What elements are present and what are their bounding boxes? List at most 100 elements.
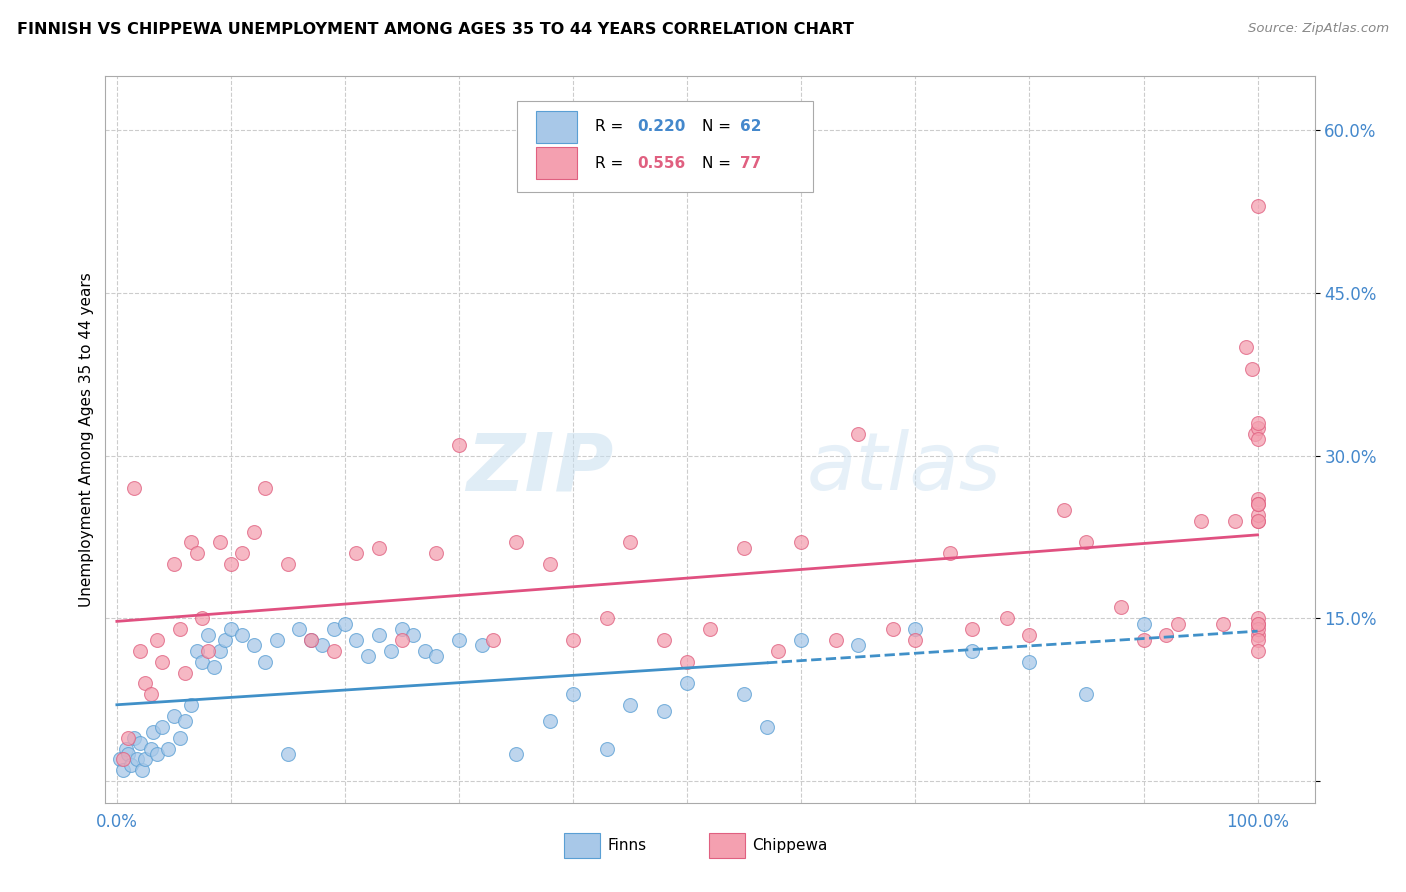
Point — [191, 611, 214, 625]
FancyBboxPatch shape — [564, 833, 600, 858]
Point — [425, 649, 447, 664]
Point — [962, 622, 984, 636]
Point — [357, 649, 380, 664]
Point — [538, 557, 561, 571]
Text: 0.556: 0.556 — [637, 155, 686, 170]
Point — [174, 665, 197, 680]
Point — [904, 622, 927, 636]
Point — [962, 644, 984, 658]
Point — [1212, 616, 1234, 631]
Point — [117, 747, 139, 761]
Point — [122, 731, 145, 745]
Point — [654, 633, 676, 648]
Point — [152, 655, 174, 669]
Point — [882, 622, 904, 636]
Point — [197, 627, 219, 641]
Point — [169, 731, 191, 745]
Point — [1156, 627, 1178, 641]
Point — [1246, 627, 1268, 641]
Point — [344, 633, 367, 648]
Point — [174, 714, 197, 729]
Point — [180, 535, 202, 549]
Point — [110, 752, 132, 766]
Point — [1246, 633, 1268, 648]
Point — [1246, 514, 1268, 528]
Point — [391, 633, 413, 648]
Text: 0.220: 0.220 — [637, 120, 686, 134]
Point — [111, 764, 134, 778]
Point — [1246, 616, 1268, 631]
Text: 77: 77 — [741, 155, 762, 170]
FancyBboxPatch shape — [709, 833, 745, 858]
Point — [169, 622, 191, 636]
Point — [254, 655, 277, 669]
Point — [1109, 600, 1132, 615]
Point — [214, 633, 236, 648]
Point — [1246, 432, 1268, 446]
Text: Source: ZipAtlas.com: Source: ZipAtlas.com — [1249, 22, 1389, 36]
Point — [219, 557, 242, 571]
Point — [1234, 340, 1257, 354]
Point — [208, 535, 231, 549]
Text: N =: N = — [702, 155, 735, 170]
Point — [756, 720, 779, 734]
Point — [139, 687, 162, 701]
Point — [333, 616, 356, 631]
Point — [368, 541, 391, 555]
Point — [733, 687, 755, 701]
Point — [128, 736, 150, 750]
Point — [231, 627, 253, 641]
Point — [1244, 426, 1267, 441]
Point — [157, 741, 180, 756]
Point — [134, 676, 156, 690]
Point — [1246, 491, 1268, 506]
Point — [1132, 633, 1154, 648]
Point — [111, 752, 134, 766]
Point — [1246, 497, 1268, 511]
Point — [208, 644, 231, 658]
Point — [231, 546, 253, 560]
Point — [1246, 497, 1268, 511]
Point — [242, 639, 264, 653]
Point — [197, 644, 219, 658]
Point — [596, 741, 619, 756]
Text: Chippewa: Chippewa — [752, 838, 828, 853]
Point — [344, 546, 367, 560]
Point — [131, 764, 153, 778]
Point — [1246, 644, 1268, 658]
Point — [1246, 622, 1268, 636]
Point — [1167, 616, 1189, 631]
Point — [425, 546, 447, 560]
Point — [142, 725, 165, 739]
Point — [1018, 655, 1040, 669]
Point — [115, 741, 138, 756]
Point — [482, 633, 505, 648]
Point — [322, 644, 344, 658]
Text: atlas: atlas — [807, 429, 1001, 508]
Point — [128, 644, 150, 658]
Point — [1076, 535, 1098, 549]
Point — [824, 633, 846, 648]
Point — [254, 481, 277, 495]
Point — [134, 752, 156, 766]
Point — [1246, 416, 1268, 430]
Point — [846, 639, 869, 653]
Point — [219, 622, 242, 636]
Point — [1018, 627, 1040, 641]
Point — [186, 546, 208, 560]
Point — [733, 541, 755, 555]
Point — [277, 747, 299, 761]
Point — [1189, 514, 1212, 528]
Point — [654, 704, 676, 718]
Point — [163, 557, 186, 571]
Point — [146, 633, 169, 648]
Point — [938, 546, 960, 560]
Point — [676, 655, 699, 669]
Point — [266, 633, 288, 648]
Point — [538, 714, 561, 729]
Point — [790, 633, 813, 648]
Point — [402, 627, 425, 641]
Point — [1246, 514, 1268, 528]
Y-axis label: Unemployment Among Ages 35 to 44 years: Unemployment Among Ages 35 to 44 years — [79, 272, 94, 607]
Point — [311, 639, 333, 653]
